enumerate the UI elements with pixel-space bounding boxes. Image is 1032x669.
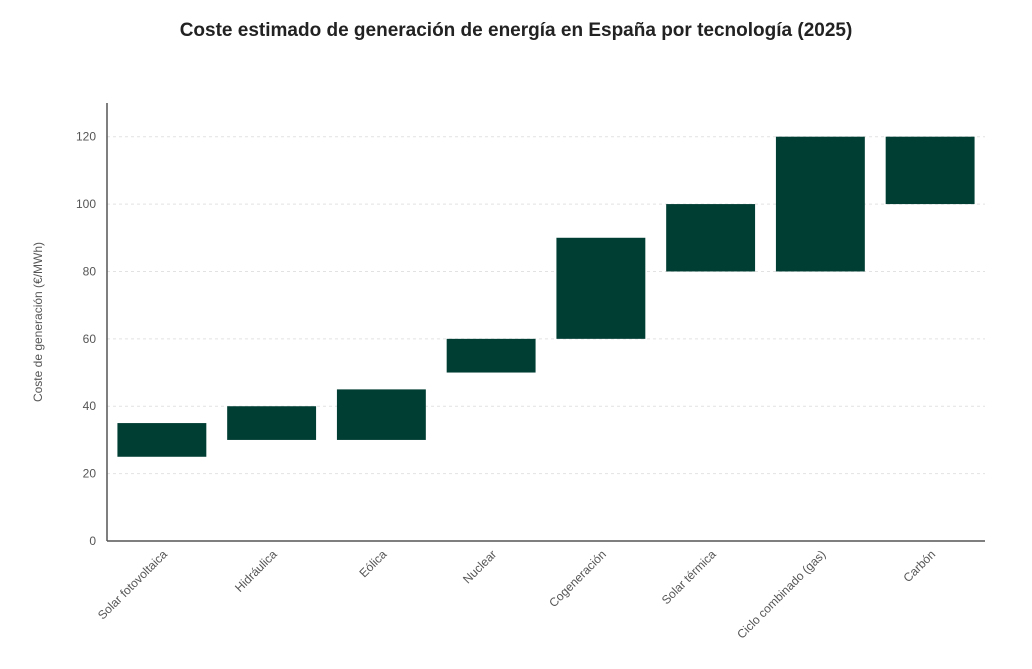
y-tick-label: 20 (83, 467, 97, 481)
x-tick-label: Ciclo combinado (gas) (734, 547, 828, 641)
y-tick-label: 60 (83, 332, 97, 346)
y-tick-label: 100 (76, 197, 96, 211)
x-tick-label: Solar fotovoltaica (95, 547, 170, 622)
bar (885, 136, 975, 205)
bar (336, 389, 426, 440)
y-tick-label: 0 (89, 534, 96, 548)
y-tick-label: 120 (76, 130, 96, 144)
bar (666, 204, 756, 272)
bar (227, 406, 317, 440)
y-axis-label: Coste de generación (€/MWh) (31, 242, 45, 402)
x-tick-label: Nuclear (460, 547, 499, 586)
bar (446, 338, 536, 373)
bar (775, 136, 865, 272)
x-tick-label: Cogeneración (546, 547, 609, 610)
bar (556, 237, 646, 339)
bar (117, 423, 207, 457)
x-tick-label: Carbón (901, 547, 939, 585)
x-tick-label: Hidráulica (232, 547, 280, 595)
y-tick-label: 80 (83, 264, 97, 278)
x-tick-label: Eólica (356, 547, 389, 580)
x-tick-label: Solar térmica (659, 547, 719, 607)
y-tick-label: 40 (83, 399, 97, 413)
chart-title: Coste estimado de generación de energía … (179, 20, 853, 41)
